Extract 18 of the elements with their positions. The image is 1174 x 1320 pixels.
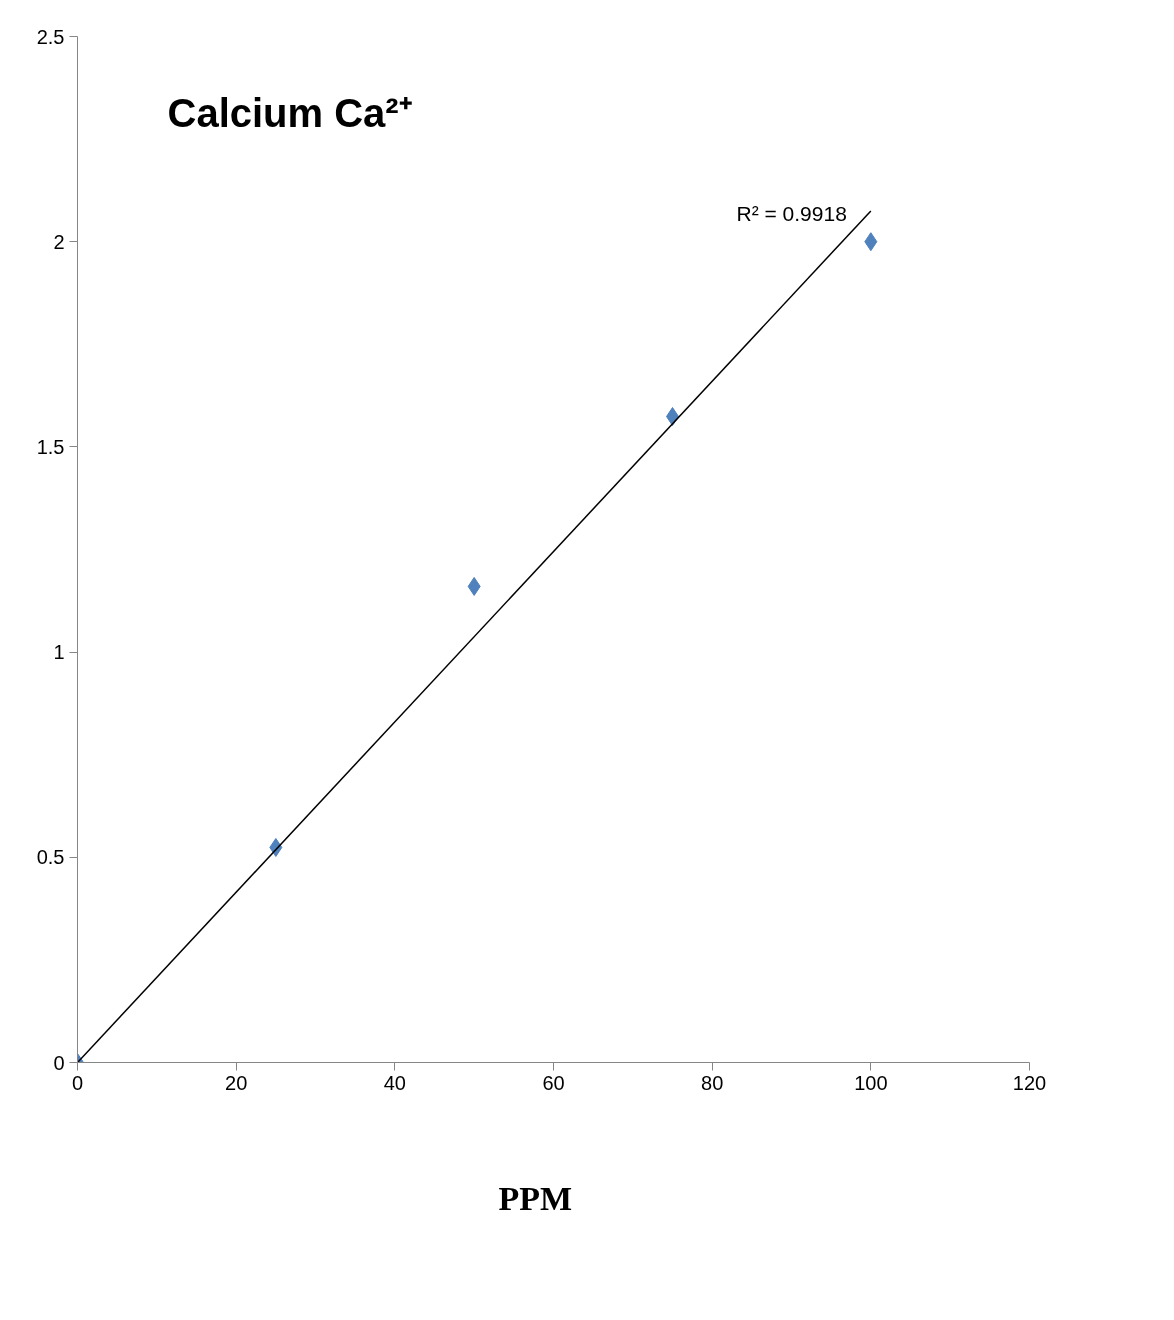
- x-tick-label: 60: [542, 1071, 565, 1094]
- y-tick-label: 0.5: [36, 846, 65, 869]
- x-tick-label: 20: [225, 1071, 248, 1094]
- x-tick-label: 100: [854, 1071, 888, 1094]
- x-tick-label: 80: [701, 1071, 724, 1094]
- annotation: R² = 0.9918: [736, 201, 847, 225]
- y-tick-label: 1: [53, 641, 65, 664]
- text: PPM: [498, 1179, 573, 1217]
- y-tick-label: 0: [53, 1051, 65, 1074]
- point: [467, 576, 481, 596]
- x-tick-label: 120: [1012, 1071, 1047, 1094]
- x-tick-label: 40: [383, 1071, 406, 1094]
- y-tick-label: 1.5: [36, 435, 65, 458]
- y-tick-label: 2.5: [36, 25, 65, 48]
- point: [864, 232, 878, 252]
- x-tick-label: 0: [71, 1071, 84, 1094]
- text: Calcium Ca²⁺: [167, 90, 413, 135]
- y-tick-label: 2: [53, 230, 65, 253]
